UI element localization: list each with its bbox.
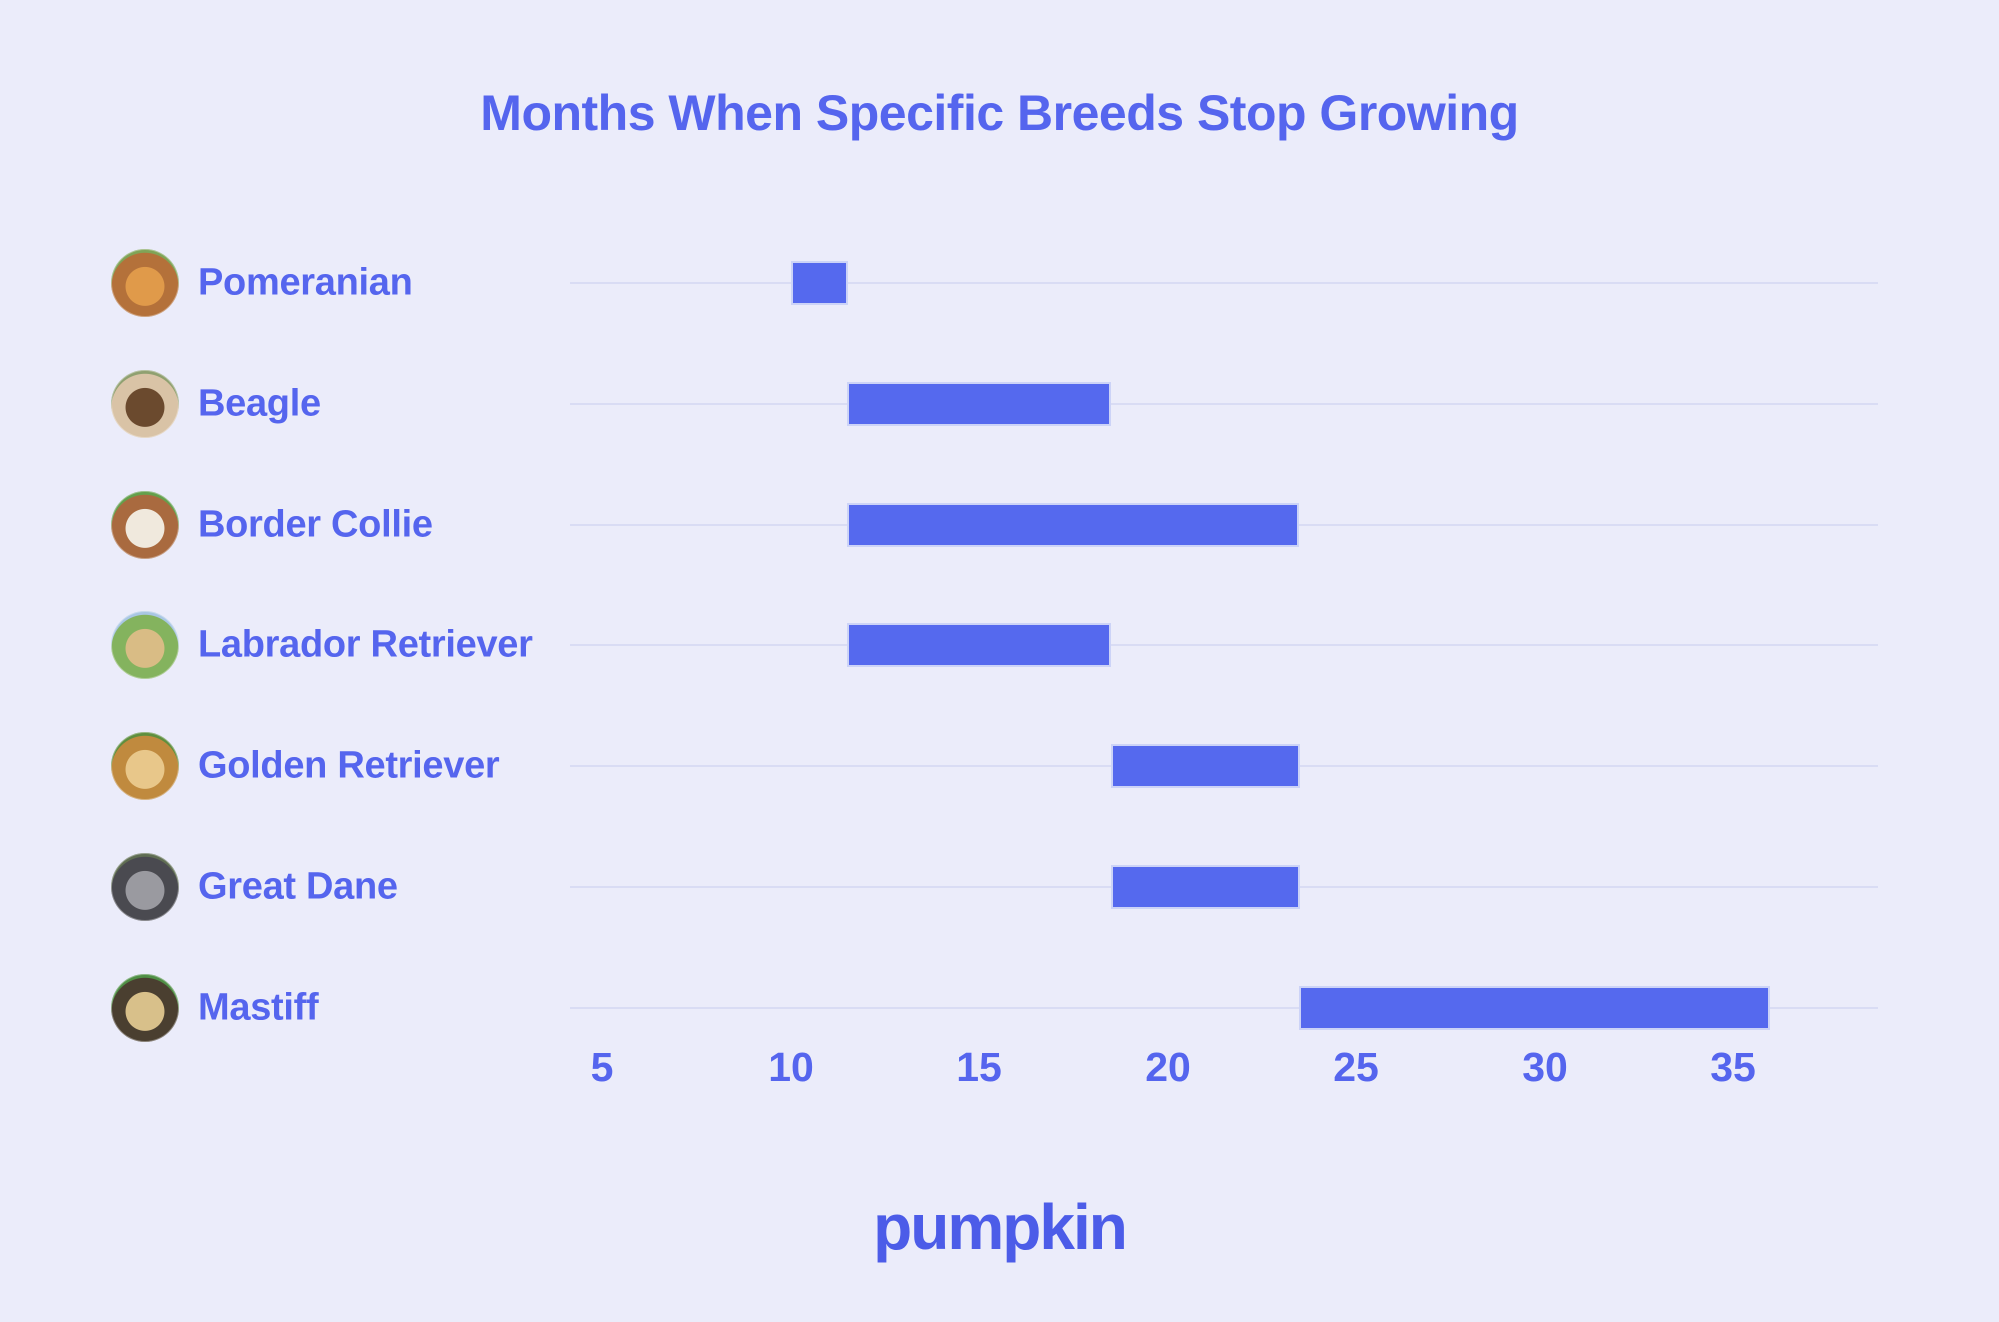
x-tick-label: 35: [1710, 1044, 1756, 1090]
chart-title: Months When Specific Breeds Stop Growing: [480, 85, 1519, 141]
breed-label-labrador-retriever: Labrador Retriever: [198, 623, 533, 666]
bar-labrador-retriever: [847, 623, 1111, 667]
pumpkin-logo: pumpkin: [873, 1191, 1128, 1263]
x-tick-label: 15: [956, 1044, 1002, 1090]
breed-label-golden-retriever: Golden Retriever: [198, 744, 500, 787]
row-gridline: [570, 282, 1878, 284]
breed-label-great-dane: Great Dane: [198, 865, 398, 908]
great-dane-photo: [111, 853, 179, 921]
row-gridline: [570, 403, 1878, 405]
row-gridline: [570, 644, 1878, 646]
beagle-photo: [111, 370, 179, 438]
labrador-retriever-photo: [111, 611, 179, 679]
x-tick-label: 20: [1145, 1044, 1191, 1090]
breed-label-border-collie: Border Collie: [198, 503, 433, 546]
breed-label-beagle: Beagle: [198, 382, 321, 425]
breed-label-pomeranian: Pomeranian: [198, 261, 413, 304]
bar-mastiff: [1299, 986, 1770, 1030]
x-tick-label: 10: [768, 1044, 814, 1090]
border-collie-photo: [111, 491, 179, 559]
bar-golden-retriever: [1111, 744, 1300, 788]
bar-great-dane: [1111, 865, 1300, 909]
row-gridline: [570, 1007, 1878, 1009]
x-tick-label: 30: [1522, 1044, 1568, 1090]
bar-pomeranian: [791, 261, 848, 305]
bar-border-collie: [847, 503, 1299, 547]
mastiff-photo: [111, 974, 179, 1042]
pomeranian-photo: [111, 249, 179, 317]
bar-beagle: [847, 382, 1111, 426]
breed-label-mastiff: Mastiff: [198, 986, 319, 1029]
golden-retriever-photo: [111, 732, 179, 800]
x-tick-label: 25: [1333, 1044, 1379, 1090]
x-tick-label: 5: [590, 1044, 614, 1090]
